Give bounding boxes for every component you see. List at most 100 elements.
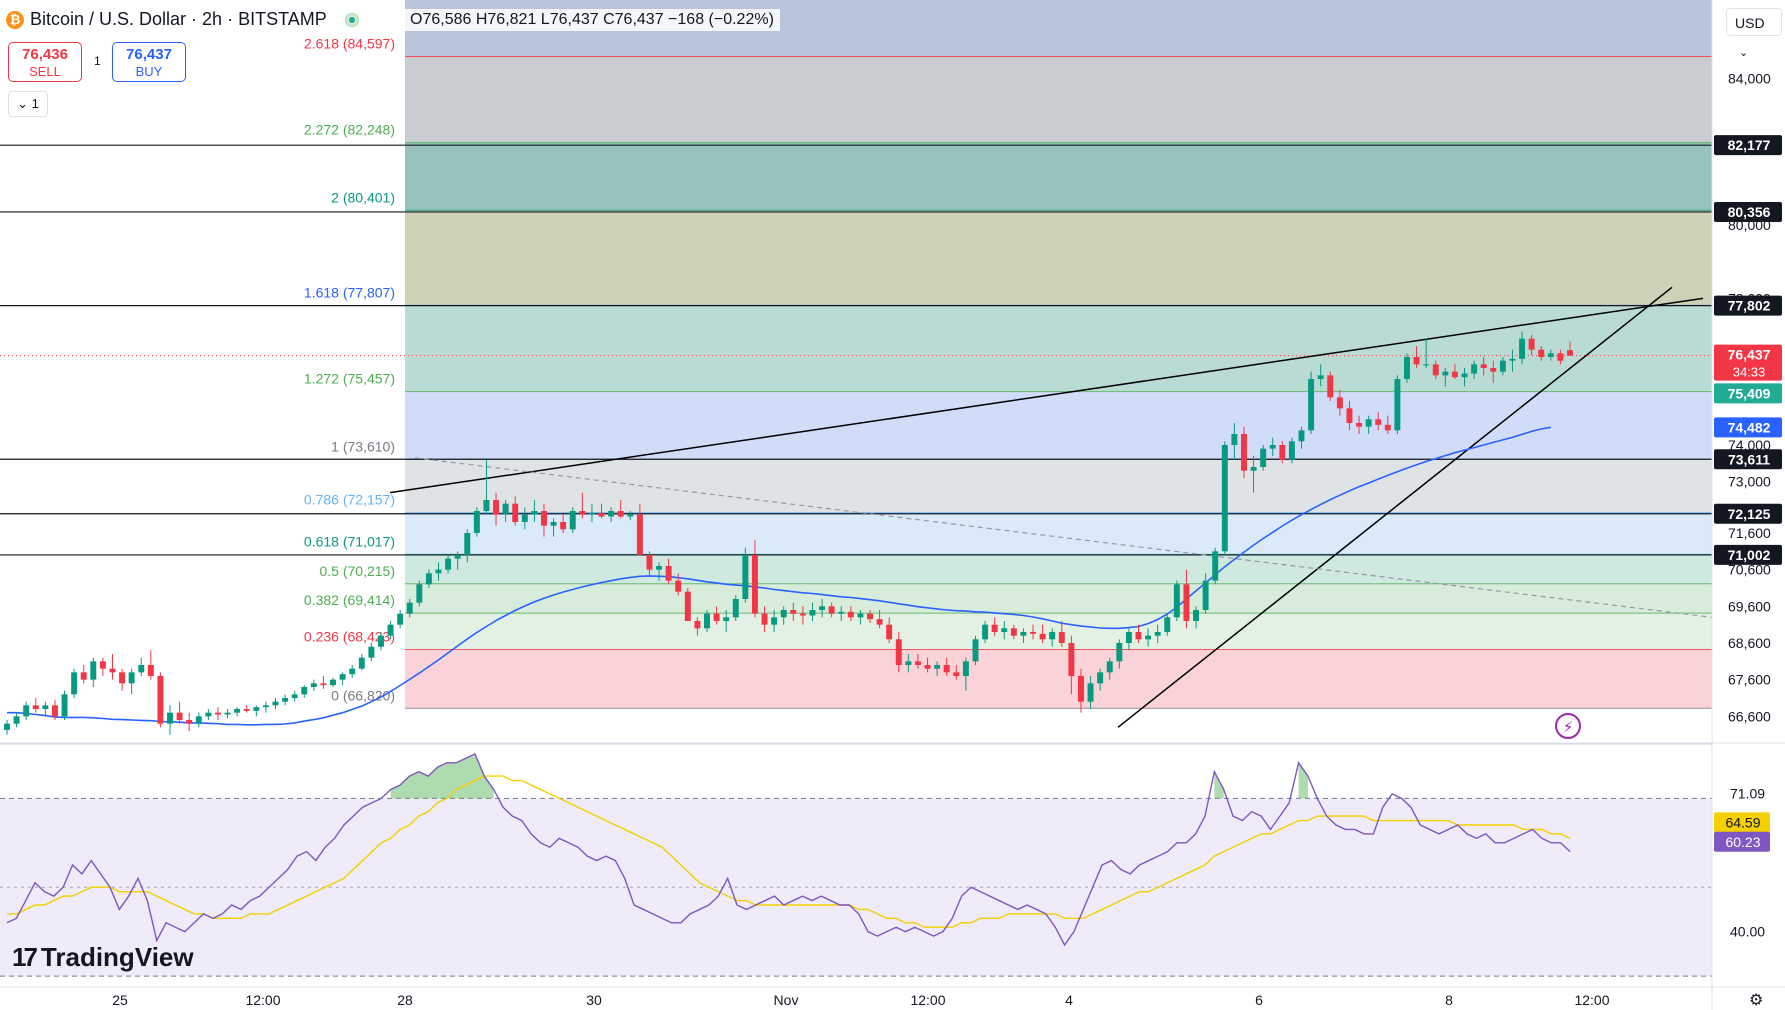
candle (253, 705, 260, 717)
candle (598, 503, 605, 519)
buy-price: 76,437 (126, 46, 172, 63)
rsi-value-text: 60.23 (1725, 834, 1760, 850)
candle-body (972, 639, 979, 662)
candle (205, 709, 212, 720)
fib-zone (405, 613, 1712, 650)
candle (1317, 364, 1324, 387)
fib-label: 0.786 (72,157) (304, 492, 395, 508)
candle-body (80, 672, 87, 680)
candle (1384, 415, 1391, 434)
candle-body (435, 569, 442, 574)
candle-body (42, 705, 49, 709)
candle (531, 500, 538, 522)
price-tick: 71,600 (1728, 525, 1771, 541)
symbol-title[interactable]: ₿ Bitcoin / U.S. Dollar · 2h · BITSTAMP (6, 9, 359, 30)
candle-body (905, 661, 912, 665)
candle (665, 558, 672, 585)
candle-body (234, 709, 241, 713)
lightning-icon[interactable]: ⚡ (1555, 713, 1581, 739)
buy-button[interactable]: 76,437 BUY (112, 42, 186, 82)
candle-body (723, 617, 730, 621)
candle-body (1538, 349, 1545, 357)
ohlc-change: −168 (−0.22%) (668, 11, 774, 28)
candle (934, 661, 941, 676)
candle (646, 551, 653, 577)
currency-dropdown[interactable]: USD ⌄ (1726, 8, 1782, 59)
candle (454, 551, 461, 570)
candle (1288, 437, 1295, 464)
candle (1135, 624, 1142, 643)
candle (943, 657, 950, 676)
candle-body (704, 613, 710, 629)
moving-average (7, 426, 1551, 726)
candle-body (368, 646, 375, 658)
candle (61, 690, 68, 720)
candle-body (1557, 353, 1564, 361)
candle (186, 712, 193, 731)
candle (771, 610, 778, 632)
candle (272, 698, 279, 709)
candle (1528, 335, 1535, 356)
ohlc-open: O76,586 (410, 11, 472, 28)
fib-zone (405, 56, 1712, 143)
price-level-tag (1714, 417, 1782, 438)
fib-label: 2.272 (82,248) (304, 122, 395, 138)
candle-body (1394, 379, 1401, 431)
candle (71, 668, 78, 698)
price-level-tag (1714, 383, 1782, 404)
candle (1356, 415, 1363, 434)
candle-body (1509, 358, 1516, 361)
rsi-overbought-fill (1298, 762, 1308, 799)
candle-body (349, 668, 356, 675)
candle (914, 654, 921, 669)
tradingview-logo[interactable]: 17 TradingView (12, 942, 194, 973)
candle (291, 690, 298, 702)
candle-body (1010, 628, 1017, 636)
candle-body (847, 611, 854, 618)
candle-body (1164, 617, 1171, 632)
candle (1231, 423, 1238, 460)
candle-body (521, 514, 528, 522)
candle-body (205, 712, 212, 717)
candle (493, 492, 500, 526)
candle (1375, 412, 1382, 431)
candle-body (4, 723, 10, 730)
gear-icon[interactable]: ⚙ (1749, 992, 1764, 1009)
price-tick: 74,000 (1728, 437, 1771, 453)
candle-body (1116, 643, 1123, 662)
candle (42, 701, 49, 717)
candle-body (1423, 364, 1430, 366)
candle (1183, 569, 1190, 629)
price-level-tag (1714, 201, 1782, 222)
candle-body (147, 665, 154, 676)
candle (1173, 580, 1180, 621)
candle-body (157, 676, 164, 724)
candle-body (1451, 371, 1458, 378)
candle (397, 610, 404, 629)
sell-button[interactable]: 76,436 SELL (8, 42, 82, 82)
price-level-tag-text: 75,409 (1728, 385, 1771, 401)
candle (1077, 668, 1084, 713)
candle-body (1260, 448, 1267, 467)
candle (90, 657, 97, 687)
time-tick: 4 (1065, 992, 1073, 1008)
candle-body (119, 672, 126, 684)
candle-body (1346, 408, 1353, 423)
fib-zone (405, 391, 1712, 460)
price-level-tag (1714, 295, 1782, 316)
candle (627, 511, 634, 521)
fib-label: 0.236 (68,423) (304, 628, 395, 644)
time-tick: Nov (774, 992, 799, 1008)
candle-body (128, 672, 135, 684)
candle (962, 657, 969, 691)
price-level-tag-text: 73,611 (1728, 451, 1770, 467)
candle-body (1077, 676, 1084, 702)
symbol-title-text: Bitcoin / U.S. Dollar · 2h · BITSTAMP (30, 9, 327, 29)
candle (838, 606, 845, 621)
candle (330, 677, 336, 687)
candle-body (1288, 441, 1295, 460)
quantity-dropdown[interactable]: ⌄ 1 (8, 91, 48, 117)
candle-body (1221, 445, 1228, 552)
candle (1451, 364, 1458, 379)
